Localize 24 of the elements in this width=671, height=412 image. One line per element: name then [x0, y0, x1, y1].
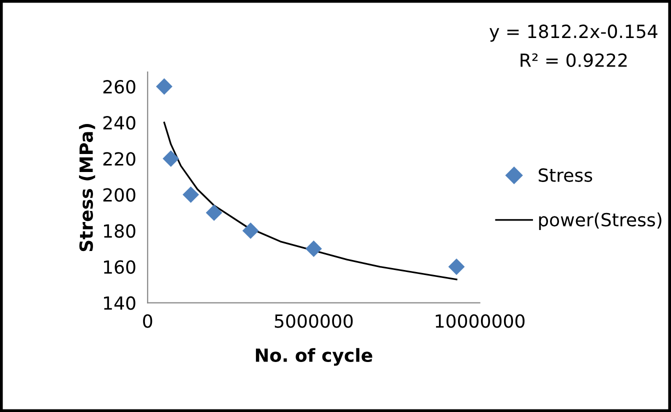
point — [156, 78, 172, 95]
point — [242, 222, 259, 239]
text: R² = 0.9222 — [520, 53, 627, 68]
point — [305, 240, 322, 257]
x-tick-label: 10000000 — [436, 314, 525, 328]
legend-label: Stress — [538, 168, 592, 182]
point — [162, 150, 180, 167]
x-tick-label: 0 — [143, 314, 152, 328]
y-tick-label: 180 — [104, 224, 136, 238]
y-tick-label: 140 — [104, 296, 136, 310]
y-tick-label: 260 — [103, 80, 136, 94]
y-tick-label: 220 — [103, 152, 136, 166]
x-axis-title: No. of cycle — [256, 348, 372, 366]
x-tick-label: 5000000 — [274, 314, 353, 328]
point — [448, 258, 465, 275]
point — [182, 186, 200, 203]
line-series — [163, 122, 458, 280]
legend-label: power(Stress) — [539, 212, 662, 230]
y-tick-label: 160 — [104, 260, 136, 274]
y-tick-label: 240 — [103, 116, 136, 130]
text: y = 1812.2x-0.154 — [490, 24, 658, 42]
y-axis-title: Stress (MPa) — [79, 124, 96, 252]
point — [206, 204, 222, 221]
y-tick-label: 200 — [103, 188, 136, 202]
